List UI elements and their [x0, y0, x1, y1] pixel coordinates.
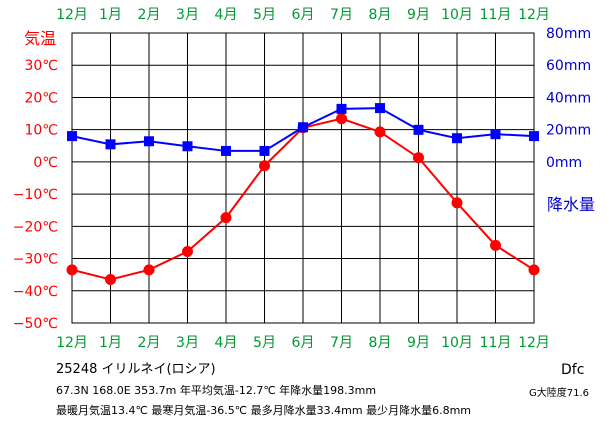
precipitation-point — [221, 145, 231, 156]
temperature-point — [374, 126, 386, 138]
temp-tick-label: −20℃ — [13, 219, 58, 235]
station-name: 25248 イリルネイ(ロシア) — [56, 362, 216, 377]
precipitation-point — [336, 103, 347, 114]
temperature-point — [105, 274, 116, 285]
precipitation-point — [375, 103, 385, 114]
precip-tick-label: 80mm — [546, 26, 591, 42]
temperature-point — [66, 264, 78, 276]
temp-tick-label: 10℃ — [24, 123, 58, 139]
month-label-top: 2月 — [138, 7, 161, 23]
climate-code: Dfc — [561, 362, 585, 378]
month-label-top: 3月 — [176, 7, 199, 23]
month-label-top: 12月 — [518, 7, 550, 23]
precip-tick-label: 20mm — [546, 123, 591, 139]
precip-tick-label: 60mm — [546, 58, 591, 74]
temp-tick-label: −10℃ — [13, 187, 58, 203]
month-label-bottom: 10月 — [441, 335, 473, 351]
month-label-bottom: 5月 — [253, 335, 276, 351]
month-label-bottom: 9月 — [407, 335, 430, 351]
month-label-top: 5月 — [253, 7, 276, 23]
precipitation-point — [413, 124, 424, 135]
month-label-bottom: 1月 — [99, 335, 122, 351]
temperature-point — [259, 160, 270, 172]
precipitation-point — [529, 131, 539, 142]
month-label-bottom: 12月 — [56, 335, 88, 351]
month-label-bottom: 2月 — [138, 335, 161, 351]
temperature-point — [490, 239, 501, 251]
continentality-index: G大陸度71.6 — [529, 388, 590, 399]
month-label-bottom: 12月 — [518, 335, 550, 351]
month-label-top: 7月 — [330, 7, 353, 23]
month-label-top: 10月 — [441, 7, 473, 23]
month-label-bottom: 8月 — [369, 335, 392, 351]
precipitation-point — [144, 136, 154, 147]
station-stats-line2: 最暖月気温13.4℃ 最寒月気温-36.5℃ 最多月降水量33.4mm 最少月降… — [56, 404, 471, 417]
station-stats-line1: 67.3N 168.0E 353.7m 年平均気温-12.7℃ 年降水量198.… — [56, 384, 377, 397]
temp-axis-title: 気温 — [24, 29, 56, 48]
temperature-point — [220, 212, 232, 224]
month-label-top: 8月 — [369, 7, 392, 23]
precipitation-point — [182, 141, 193, 152]
temperature-point — [182, 245, 193, 257]
month-label-top: 4月 — [215, 7, 238, 23]
temp-tick-label: −40℃ — [13, 284, 58, 300]
temperature-point — [528, 264, 540, 276]
temp-tick-label: 0℃ — [33, 155, 58, 171]
month-label-top: 11月 — [480, 7, 512, 23]
month-label-top: 1月 — [99, 7, 122, 23]
precipitation-point — [298, 122, 308, 133]
month-label-top: 9月 — [407, 7, 430, 23]
precipitation-point — [67, 131, 77, 142]
precipitation-point — [452, 133, 462, 144]
precipitation-point — [259, 145, 270, 156]
temp-tick-label: −50℃ — [13, 316, 58, 332]
precip-axis-title: 降水量 — [547, 195, 595, 214]
month-label-bottom: 3月 — [176, 335, 199, 351]
month-label-bottom: 7月 — [330, 335, 353, 351]
month-label-bottom: 6月 — [292, 335, 315, 351]
temp-tick-label: 20℃ — [24, 90, 58, 106]
month-label-bottom: 11月 — [480, 335, 512, 351]
month-label-bottom: 4月 — [215, 335, 238, 351]
temp-tick-label: −30℃ — [13, 252, 58, 268]
temperature-point — [336, 113, 347, 125]
precip-tick-label: 40mm — [546, 90, 591, 106]
month-label-top: 6月 — [292, 7, 315, 23]
temperature-point — [143, 264, 155, 276]
temp-tick-label: 30℃ — [24, 58, 58, 74]
temperature-point — [451, 197, 463, 209]
precipitation-point — [105, 139, 116, 150]
precip-tick-label: 0mm — [546, 155, 582, 171]
month-label-top: 12月 — [56, 7, 88, 23]
precipitation-point — [490, 129, 501, 140]
temperature-point — [413, 152, 424, 164]
